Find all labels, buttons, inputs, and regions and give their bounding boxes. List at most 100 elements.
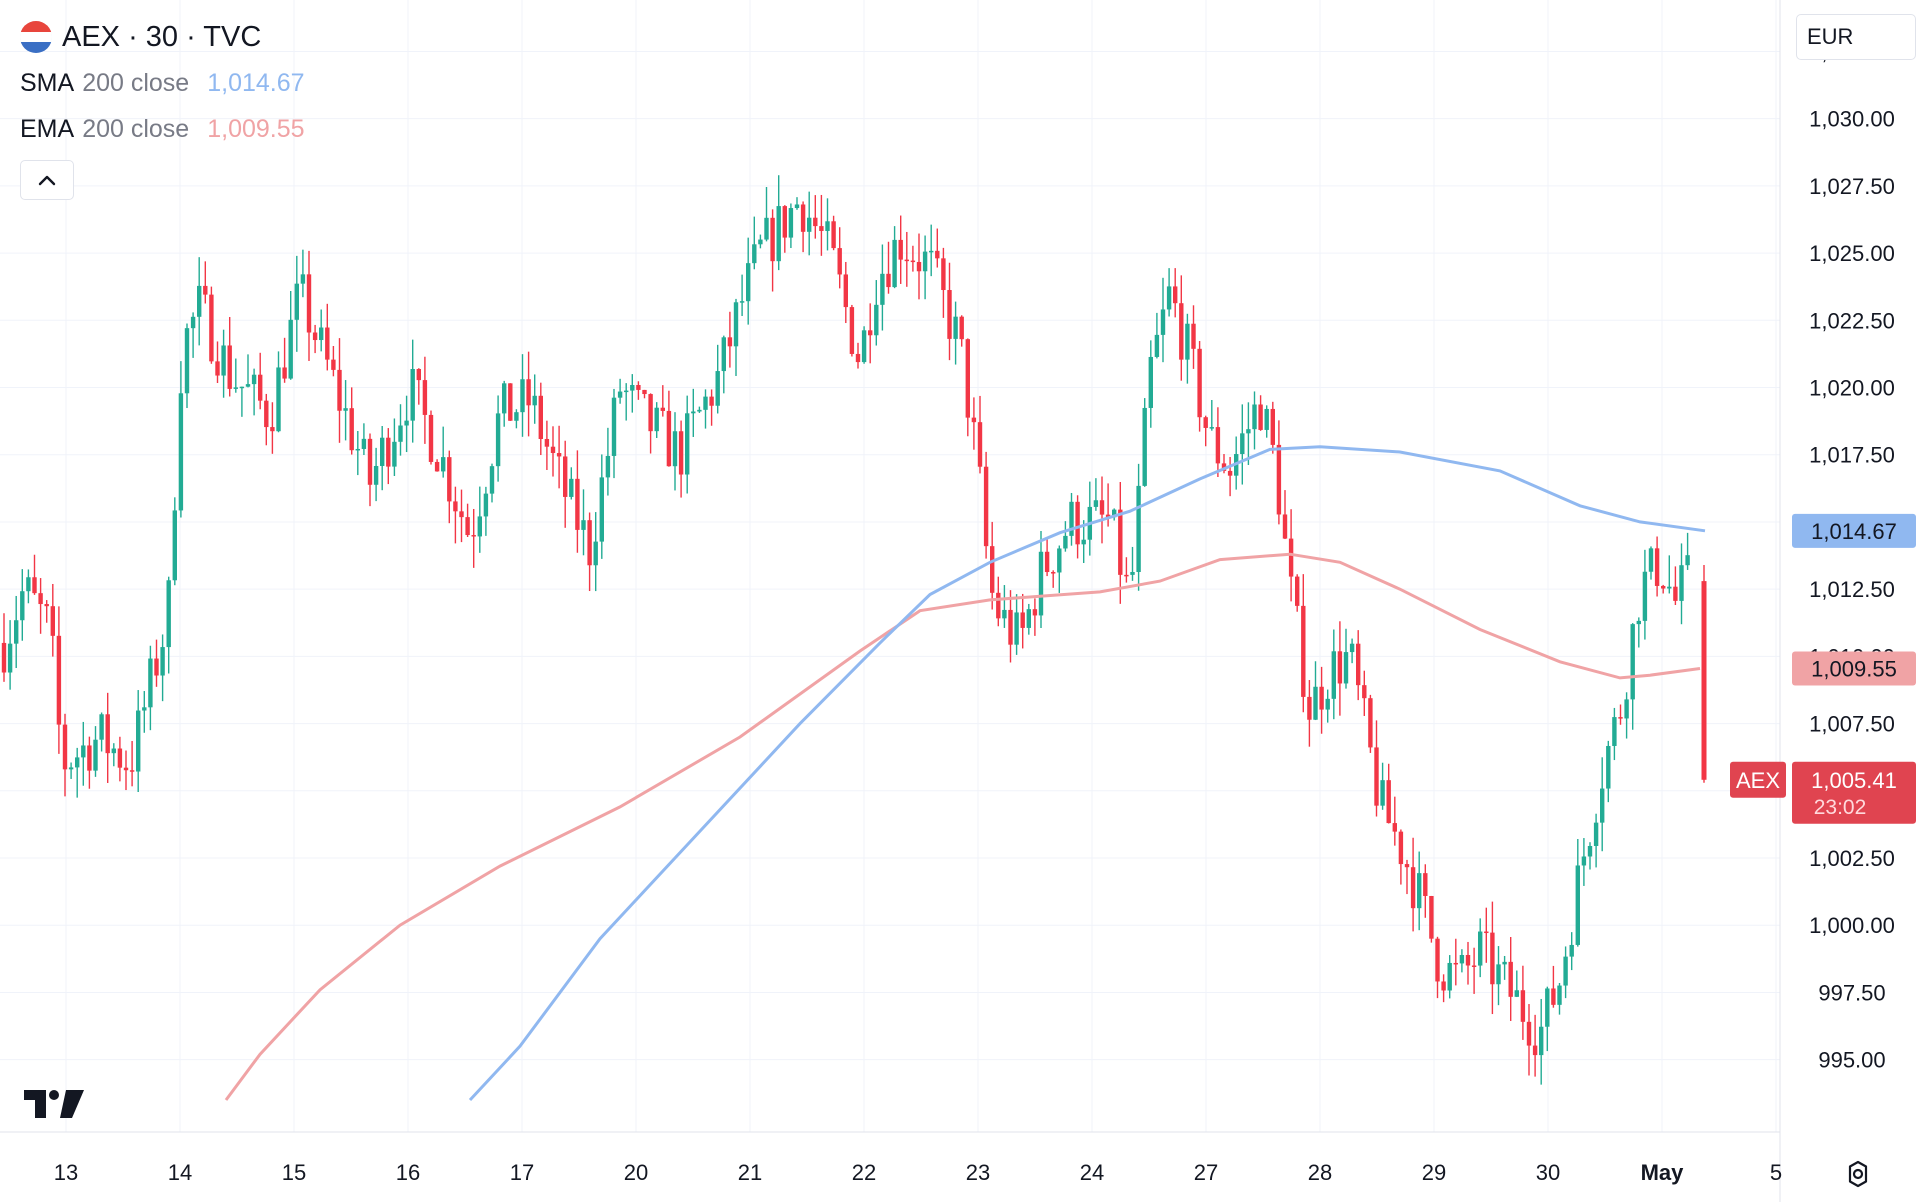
candle	[1166, 268, 1172, 317]
candle	[941, 247, 946, 318]
candle	[886, 241, 891, 294]
candle	[874, 280, 879, 346]
candle	[7, 620, 13, 690]
candle	[1532, 1014, 1538, 1077]
candle	[1136, 463, 1141, 591]
candle	[599, 454, 604, 559]
candle-last	[1701, 564, 1707, 783]
collapse-legend-button[interactable]	[20, 160, 74, 200]
time-axis[interactable]: 13 14 15 16 17 20 21 22 23 24 27 28 29 30 May 5	[54, 1160, 1782, 1185]
ema-price-tag: 1,009.55	[1792, 651, 1916, 686]
candle	[111, 743, 116, 767]
price-tick-label: 1,000.00	[1809, 913, 1895, 938]
candle	[416, 368, 421, 405]
chevron-up-icon	[38, 175, 56, 186]
candle	[660, 385, 665, 417]
settings-button[interactable]	[1840, 1156, 1876, 1192]
candle	[68, 762, 74, 779]
candle	[1642, 549, 1648, 640]
candle	[38, 578, 43, 634]
sma-price-tag: 1,014.67	[1792, 513, 1916, 548]
price-tick-label: 1,020.00	[1809, 376, 1895, 401]
candle	[1081, 520, 1086, 563]
candle	[849, 304, 855, 357]
candle	[1465, 941, 1471, 985]
candle	[563, 440, 568, 528]
candle	[691, 388, 696, 437]
indicator-name: SMA	[20, 68, 75, 97]
candle	[1417, 851, 1422, 931]
candle	[1600, 757, 1605, 852]
candle	[1539, 998, 1544, 1085]
candle	[380, 426, 385, 491]
candle	[1051, 570, 1056, 588]
candle	[916, 233, 922, 300]
candle	[813, 195, 818, 239]
symbol-title[interactable]: AEX · 30 · TVC	[62, 20, 262, 53]
candle	[1130, 546, 1135, 581]
indicator-ema[interactable]: EMA 200 close 1,009.55	[20, 106, 305, 152]
candle	[1044, 538, 1050, 577]
candle	[636, 381, 641, 400]
candle	[441, 426, 446, 478]
candle	[703, 389, 708, 429]
candle	[325, 303, 330, 371]
candle	[1124, 557, 1129, 583]
candle	[904, 231, 909, 287]
candle	[819, 194, 824, 256]
candle	[428, 410, 434, 465]
candle	[1661, 584, 1666, 594]
candle	[99, 712, 104, 752]
currency-button[interactable]: EUR	[1796, 14, 1916, 60]
candle	[1496, 946, 1501, 1006]
candle	[1331, 629, 1336, 720]
tradingview-logo-icon[interactable]	[24, 1088, 86, 1125]
candle	[251, 368, 257, 416]
candle	[593, 512, 598, 592]
candle	[526, 351, 531, 437]
candle	[331, 345, 336, 377]
indicator-sma[interactable]: SMA 200 close 1,014.67	[20, 60, 305, 106]
price-tick-label: 997.50	[1818, 980, 1885, 1005]
candle	[1380, 762, 1385, 810]
candle	[892, 226, 897, 289]
price-tick-label: 995.00	[1818, 1048, 1885, 1073]
candle	[1227, 456, 1233, 497]
candle	[1154, 312, 1160, 359]
candle	[87, 736, 92, 789]
candle	[355, 430, 360, 476]
candle	[837, 227, 842, 289]
candle	[1612, 707, 1617, 761]
candle	[1374, 720, 1379, 817]
candle	[1093, 478, 1099, 511]
candle	[782, 205, 787, 253]
candle	[1020, 593, 1025, 649]
candle	[831, 215, 836, 251]
candle	[752, 216, 757, 270]
candle	[1118, 481, 1123, 604]
indicator-value: 1,014.67	[207, 68, 305, 97]
candle	[996, 576, 1001, 627]
candle	[581, 489, 586, 556]
candle	[136, 690, 141, 792]
candle	[1386, 763, 1391, 824]
candle	[239, 386, 245, 417]
candle	[1490, 901, 1495, 1015]
candle	[1301, 574, 1306, 713]
candle	[373, 447, 379, 502]
candle	[727, 311, 733, 368]
candle	[1057, 545, 1062, 593]
candle	[1447, 955, 1452, 999]
candle	[270, 402, 275, 454]
candle	[1356, 630, 1361, 701]
candle	[983, 451, 989, 559]
time-tick-label: 29	[1422, 1160, 1446, 1185]
symbol-row[interactable]: AEX · 30 · TVC	[20, 14, 305, 60]
candle	[361, 423, 367, 456]
candle	[294, 255, 299, 352]
candle	[843, 261, 848, 324]
candle	[1112, 508, 1117, 521]
price-axis[interactable]: 1,032.501,030.001,027.501,025.001,022.50…	[1809, 39, 1895, 1072]
candle	[1557, 982, 1562, 1015]
